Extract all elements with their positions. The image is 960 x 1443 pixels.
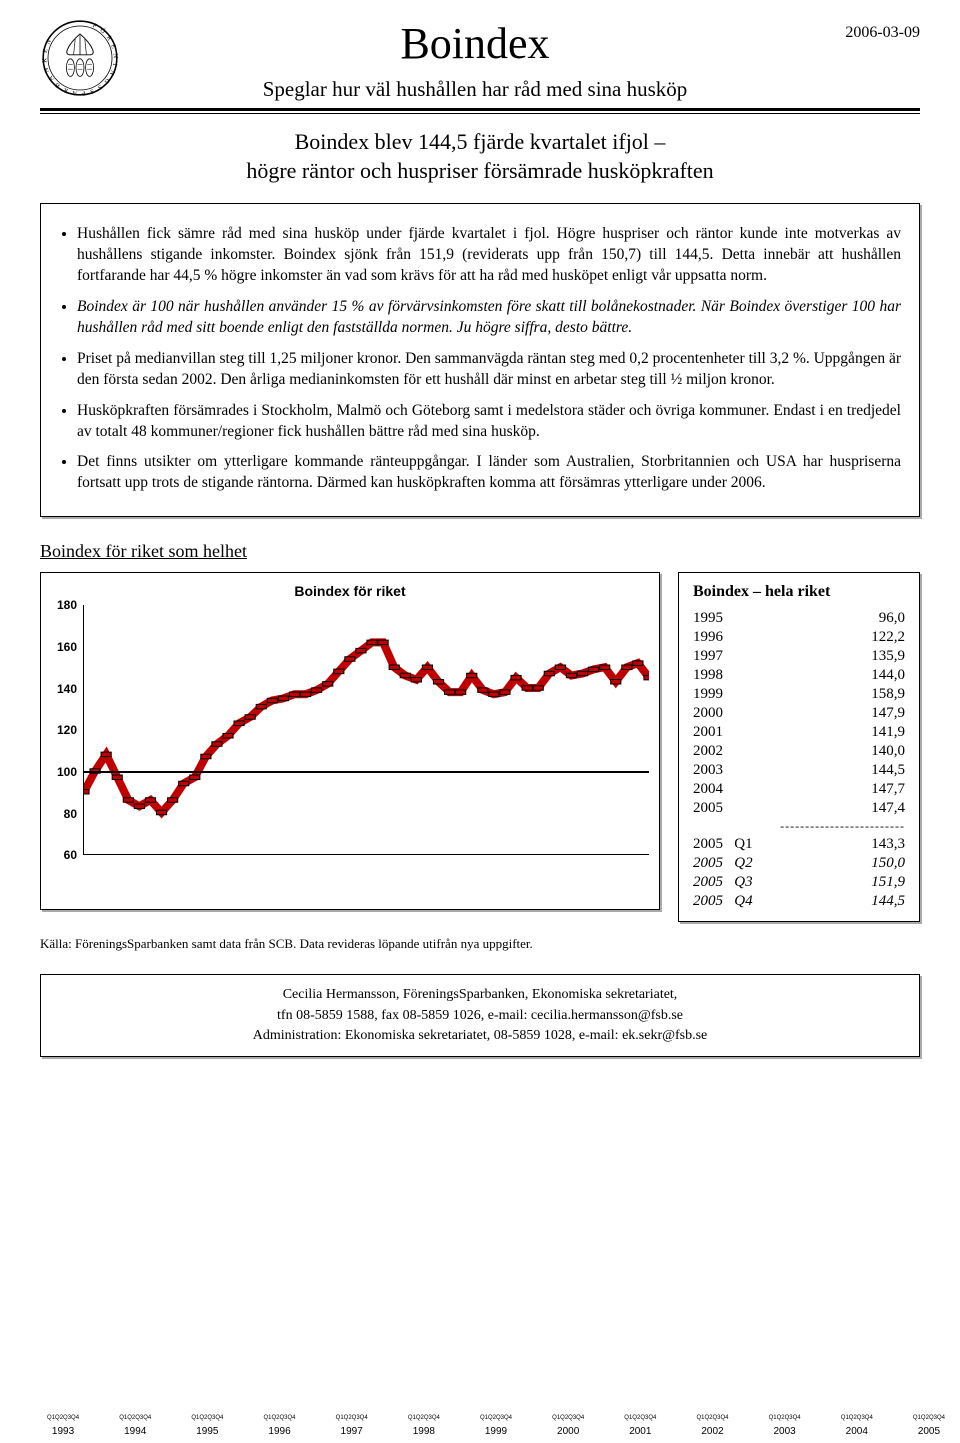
x-quarter-label: Q1Q2Q3Q4 [841, 1415, 873, 1421]
x-quarter-label: Q1Q2Q3Q4 [408, 1415, 440, 1421]
x-quarter-label: Q1Q2Q3Q4 [696, 1415, 728, 1421]
table-row: 2005 Q1143,3 [693, 835, 905, 854]
table-row: 2005 Q2150,0 [693, 854, 905, 873]
x-quarter-label: Q1Q2Q3Q4 [264, 1415, 296, 1421]
chart-box: Boindex för riket 6080100120140160180 19… [40, 572, 660, 910]
x-year-label: 1999 [485, 1426, 507, 1437]
y-tick: 120 [57, 723, 77, 737]
title-block: Boindex Speglar hur väl hushållen har rå… [136, 18, 814, 102]
table-row: 2000147,9 [693, 704, 905, 723]
header: F Ö R E N I N G S S P A R B A N K E N Bo… [40, 18, 920, 102]
x-quarter-label: Q1Q2Q3Q4 [47, 1415, 79, 1421]
contact-footer: Cecilia Hermansson, FöreningsSparbanken,… [40, 974, 920, 1057]
chart-title: Boindex för riket [47, 583, 653, 599]
y-tick: 100 [57, 765, 77, 779]
table-row: 1998144,0 [693, 666, 905, 685]
table-row: 2001141,9 [693, 723, 905, 742]
source-note: Källa: FöreningsSparbanken samt data frå… [40, 936, 920, 952]
x-quarter-label: Q1Q2Q3Q4 [769, 1415, 801, 1421]
header-rule [40, 108, 920, 114]
y-axis: 6080100120140160180 [47, 605, 81, 855]
summary-box: Hushållen fick sämre råd med sina husköp… [40, 203, 920, 517]
x-year-label: 1994 [124, 1426, 146, 1437]
table-divider: ------------------------- [693, 818, 905, 835]
summary-item: Det finns utsikter om ytterligare komman… [77, 452, 901, 494]
table-row: 1999158,9 [693, 685, 905, 704]
chart-area: 6080100120140160180 [83, 605, 649, 855]
publish-date: 2006-03-09 [830, 24, 920, 42]
x-year-label: 1995 [196, 1426, 218, 1437]
chart-plot [83, 605, 649, 855]
x-quarter-label: Q1Q2Q3Q4 [119, 1415, 151, 1421]
y-tick: 80 [64, 807, 77, 821]
table-row: 2005 Q4144,5 [693, 892, 905, 911]
x-year-label: 1997 [341, 1426, 363, 1437]
x-year-label: 2004 [846, 1426, 868, 1437]
x-quarter-label: Q1Q2Q3Q4 [624, 1415, 656, 1421]
y-tick: 140 [57, 682, 77, 696]
bank-logo-icon: F Ö R E N I N G S S P A R B A N K E N [40, 18, 120, 98]
summary-item: Priset på medianvillan steg till 1,25 mi… [77, 349, 901, 391]
x-year-label: 2005 [918, 1426, 940, 1437]
x-year-label: 1998 [413, 1426, 435, 1437]
y-tick: 180 [57, 598, 77, 612]
subtitle: Speglar hur väl hushållen har råd med si… [136, 77, 814, 102]
table-title: Boindex – hela riket [693, 583, 905, 601]
table-row: 2005147,4 [693, 799, 905, 818]
summary-item: Hushållen fick sämre råd med sina husköp… [77, 224, 901, 287]
table-row: 2004147,7 [693, 780, 905, 799]
data-table-box: Boindex – hela riket 199596,01996122,219… [678, 572, 920, 922]
x-year-label: 1993 [52, 1426, 74, 1437]
chart-and-table-row: Boindex för riket 6080100120140160180 19… [40, 572, 920, 922]
page: F Ö R E N I N G S S P A R B A N K E N Bo… [0, 0, 960, 1087]
x-axis: 1993 Q1Q2Q3Q4 1994 Q1Q2Q3Q4 1995 Q1Q2Q3Q4 1996… [36, 1397, 956, 1437]
x-quarter-label: Q1Q2Q3Q4 [913, 1415, 945, 1421]
x-year-label: 2001 [629, 1426, 651, 1437]
reference-line [84, 771, 649, 773]
x-year-label: 2000 [557, 1426, 579, 1437]
table-row: 2002140,0 [693, 742, 905, 761]
y-tick: 60 [64, 848, 77, 862]
annual-table: 199596,01996122,21997135,91998144,019991… [693, 609, 905, 911]
table-row: 199596,0 [693, 609, 905, 628]
x-year-label: 2002 [701, 1426, 723, 1437]
table-row: 1996122,2 [693, 628, 905, 647]
summary-list: Hushållen fick sämre råd med sina husköp… [59, 224, 901, 494]
section-heading: Boindex för riket som helhet [40, 541, 920, 562]
table-row: 2003144,5 [693, 761, 905, 780]
summary-item: Husköpkraften försämrades i Stockholm, M… [77, 401, 901, 443]
x-quarter-label: Q1Q2Q3Q4 [552, 1415, 584, 1421]
y-tick: 160 [57, 640, 77, 654]
summary-item: Boindex är 100 när hushållen använder 15… [77, 297, 901, 339]
x-quarter-label: Q1Q2Q3Q4 [191, 1415, 223, 1421]
x-quarter-label: Q1Q2Q3Q4 [336, 1415, 368, 1421]
x-year-label: 1996 [268, 1426, 290, 1437]
x-quarter-label: Q1Q2Q3Q4 [480, 1415, 512, 1421]
x-year-label: 2003 [774, 1426, 796, 1437]
main-title: Boindex [136, 18, 814, 69]
footer-line-2: tfn 08-5859 1588, fax 08-5859 1026, e-ma… [57, 1006, 903, 1026]
table-row: 1997135,9 [693, 647, 905, 666]
footer-line-3: Administration: Ekonomiska sekretariatet… [57, 1026, 903, 1046]
table-row: 2005 Q3151,9 [693, 873, 905, 892]
lead-heading: Boindex blev 144,5 fjärde kvartalet ifjo… [40, 128, 920, 185]
footer-line-1: Cecilia Hermansson, FöreningsSparbanken,… [57, 985, 903, 1005]
